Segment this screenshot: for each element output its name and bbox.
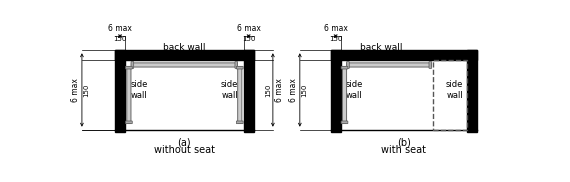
Text: 6 max: 6 max bbox=[324, 24, 348, 33]
FancyBboxPatch shape bbox=[131, 62, 134, 68]
Text: 150: 150 bbox=[301, 83, 307, 97]
Text: 150: 150 bbox=[242, 36, 255, 42]
Bar bbox=[243, 50, 254, 130]
Bar bbox=[331, 50, 341, 130]
FancyBboxPatch shape bbox=[127, 67, 131, 123]
Bar bbox=[115, 50, 125, 130]
Text: 6 max: 6 max bbox=[108, 24, 132, 33]
Text: without seat: without seat bbox=[154, 145, 215, 155]
Text: 150: 150 bbox=[83, 83, 89, 97]
FancyBboxPatch shape bbox=[238, 67, 242, 123]
Text: (b): (b) bbox=[397, 137, 411, 147]
FancyBboxPatch shape bbox=[125, 66, 132, 69]
Text: 150: 150 bbox=[266, 83, 271, 97]
Text: with seat: with seat bbox=[381, 145, 426, 155]
Text: 150: 150 bbox=[329, 36, 343, 42]
FancyBboxPatch shape bbox=[131, 63, 237, 67]
FancyBboxPatch shape bbox=[341, 66, 348, 69]
FancyBboxPatch shape bbox=[347, 62, 349, 68]
Text: back wall: back wall bbox=[360, 43, 402, 52]
FancyBboxPatch shape bbox=[347, 63, 431, 67]
Text: 6 max: 6 max bbox=[237, 24, 260, 33]
Bar bbox=[467, 130, 477, 132]
Bar bbox=[467, 50, 477, 130]
FancyBboxPatch shape bbox=[235, 62, 238, 68]
Text: 6 max: 6 max bbox=[71, 78, 80, 102]
FancyBboxPatch shape bbox=[343, 67, 347, 123]
FancyBboxPatch shape bbox=[341, 121, 348, 124]
Bar bbox=[433, 60, 467, 130]
FancyBboxPatch shape bbox=[237, 66, 243, 69]
FancyBboxPatch shape bbox=[125, 121, 132, 124]
Bar bbox=[115, 130, 125, 132]
Text: side
wall: side wall bbox=[131, 80, 148, 100]
FancyBboxPatch shape bbox=[237, 121, 243, 124]
Text: 150: 150 bbox=[113, 36, 127, 42]
Text: back wall: back wall bbox=[163, 43, 206, 52]
Bar bbox=[331, 130, 341, 132]
FancyBboxPatch shape bbox=[429, 62, 431, 68]
Bar bbox=[243, 130, 254, 132]
Text: 6 max: 6 max bbox=[289, 78, 298, 102]
Text: (a): (a) bbox=[177, 137, 191, 147]
Text: side
wall: side wall bbox=[446, 80, 463, 100]
Text: side
wall: side wall bbox=[221, 80, 238, 100]
Bar bbox=[331, 50, 477, 60]
Bar bbox=[115, 50, 254, 60]
Text: side
wall: side wall bbox=[346, 80, 364, 100]
Text: 6 max: 6 max bbox=[275, 78, 284, 102]
